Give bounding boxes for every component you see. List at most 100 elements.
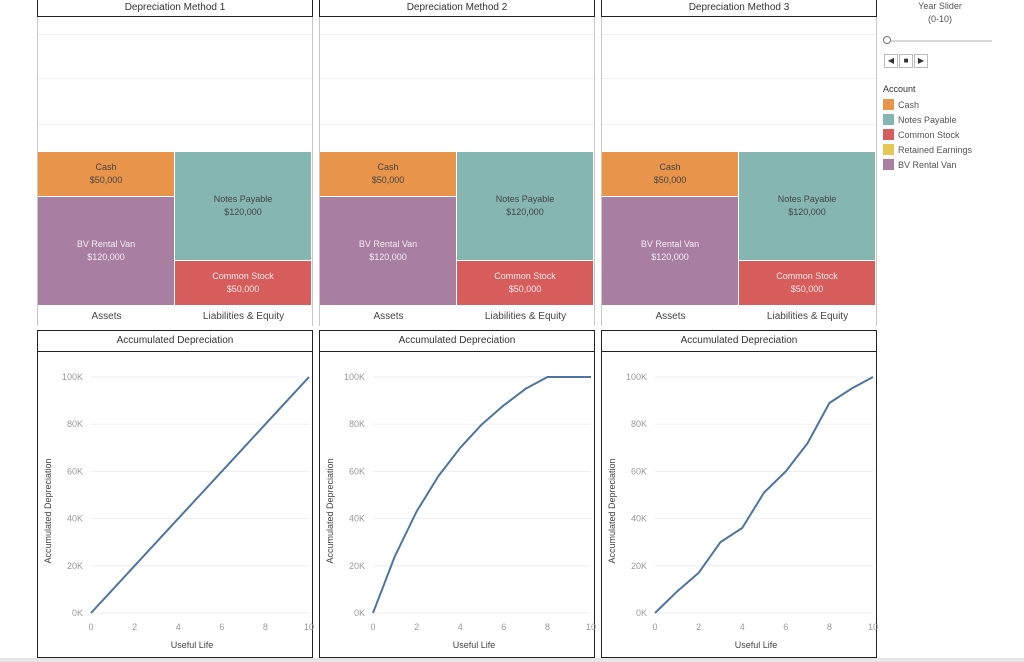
account-legend: Account Cash Notes Payable Common Stock … (883, 84, 972, 172)
y-axis-label: Accumulated Depreciation (325, 458, 335, 563)
y-tick-label: 20K (67, 561, 83, 571)
x-tick-label: 4 (458, 622, 463, 632)
x-axis-label: Useful Life (735, 640, 778, 650)
legend-item-retained-earnings[interactable]: Retained Earnings (883, 142, 972, 157)
legend-label: Cash (898, 99, 920, 110)
legend-swatch (883, 129, 894, 140)
balance-sheet-title-1: Depreciation Method 1 (37, 0, 313, 17)
balance-sheet-frame-2 (319, 0, 595, 326)
slider-next-button[interactable]: ▶ (914, 54, 928, 68)
cash-block[interactable]: Cash $50,000 (320, 152, 457, 197)
liabilities-equity-label: Liabilities & Equity (484, 311, 567, 322)
cash-name: Cash (377, 162, 399, 172)
legend-item-common-stock[interactable]: Common Stock (883, 127, 972, 142)
y-tick-label: 0K (354, 608, 365, 618)
series-line (654, 376, 874, 614)
common-stock-block[interactable]: Common Stock $50,000 (457, 261, 594, 306)
legend-item-bv-rental-van[interactable]: BV Rental Van (883, 157, 972, 172)
cash-value: $50,000 (653, 175, 687, 185)
legend-item-cash[interactable]: Cash (883, 97, 972, 112)
assets-label: Assets (373, 311, 404, 322)
liabilities-equity-label: Liabilities & Equity (766, 311, 849, 322)
van-value: $120,000 (87, 252, 125, 262)
line-chart-3: 0K 20K 40K 60K 80K 100K 0 2 4 6 8 10 Useful Life Accu… (607, 372, 878, 650)
assets-label: Assets (91, 311, 122, 322)
x-axis-label: Useful Life (453, 640, 496, 650)
legend-label: BV Rental Van (898, 159, 957, 170)
balance-sheet-3: Cash $50,000 BV Rental Van $120,000 Note… (602, 17, 876, 327)
year-slider-handle[interactable] (883, 36, 891, 44)
balance-sheet-title-2: Depreciation Method 2 (319, 0, 595, 17)
chart-title: Accumulated Depreciation (38, 331, 312, 352)
legend-swatch (883, 159, 894, 170)
year-slider-track[interactable] (888, 40, 992, 42)
y-tick-label: 80K (67, 419, 83, 429)
y-axis-label: Accumulated Depreciation (607, 458, 617, 563)
series-line (90, 376, 310, 614)
line-chart-panel-3: Accumulated Depreciation 0K 20K 40K 60K 80K 1… (601, 330, 878, 658)
van-name: BV Rental Van (358, 239, 418, 249)
gridline (38, 124, 312, 125)
common-stock-block[interactable]: Common Stock $50,000 (739, 261, 876, 306)
bv-rental-van-block[interactable]: BV Rental Van $120,000 (38, 197, 175, 306)
notes-payable-block[interactable]: Notes Payable $120,000 (457, 152, 594, 261)
line-chart-panel-1: Accumulated Depreciation 0K 20K 40K 60K 80K 1… (37, 330, 314, 658)
year-slider-title-line1: Year Slider (918, 1, 962, 11)
y-tick-label: 80K (631, 419, 647, 429)
notes-name: Notes Payable (495, 194, 555, 204)
legend-label: Notes Payable (898, 114, 957, 125)
y-tick-label: 20K (349, 561, 365, 571)
y-tick-label: 100K (626, 372, 647, 382)
stock-value: $50,000 (790, 284, 824, 294)
y-tick-label: 20K (631, 561, 647, 571)
chart-title: Accumulated Depreciation (320, 331, 594, 352)
balance-sheet-2: Cash $50,000 BV Rental Van $120,000 Note… (320, 17, 594, 327)
notes-payable-block[interactable]: Notes Payable $120,000 (739, 152, 876, 261)
bv-rental-van-block[interactable]: BV Rental Van $120,000 (320, 197, 457, 306)
y-tick-label: 40K (631, 514, 647, 524)
cash-name: Cash (659, 162, 681, 172)
chart-title: Accumulated Depreciation (602, 331, 876, 352)
gridline (602, 34, 876, 35)
slider-play-button[interactable]: ■ (899, 54, 913, 68)
slider-prev-button[interactable]: ◀ (884, 54, 898, 68)
notes-value: $120,000 (788, 207, 826, 217)
x-tick-label: 0 (652, 622, 657, 632)
cash-block[interactable]: Cash $50,000 (38, 152, 175, 197)
y-tick-label: 100K (344, 372, 365, 382)
legend-title: Account (883, 84, 916, 94)
van-name: BV Rental Van (640, 239, 700, 249)
notes-value: $120,000 (224, 207, 262, 217)
common-stock-block[interactable]: Common Stock $50,000 (175, 261, 312, 306)
x-tick-label: 10 (304, 622, 314, 632)
legend-swatch (883, 144, 894, 155)
bv-rental-van-block[interactable]: BV Rental Van $120,000 (602, 197, 739, 306)
y-tick-label: 40K (349, 514, 365, 524)
x-tick-label: 10 (868, 622, 878, 632)
line-chart-panel-2: Accumulated Depreciation 0K 20K 40K 60K 80K 1… (319, 330, 596, 658)
van-value: $120,000 (651, 252, 689, 262)
y-tick-label: 60K (67, 466, 83, 476)
notes-payable-block[interactable]: Notes Payable $120,000 (175, 152, 312, 261)
y-tick-label: 40K (67, 514, 83, 524)
balance-sheet-frame-1 (37, 0, 313, 326)
cash-block[interactable]: Cash $50,000 (602, 152, 739, 197)
y-tick-label: 60K (631, 466, 647, 476)
x-tick-label: 8 (545, 622, 550, 632)
x-tick-label: 2 (132, 622, 137, 632)
legend-swatch (883, 99, 894, 110)
legend-label: Retained Earnings (898, 144, 973, 155)
stock-value: $50,000 (508, 284, 542, 294)
stock-name: Common Stock (212, 271, 274, 281)
year-slider-title-line2: (0-10) (927, 14, 952, 24)
x-tick-label: 4 (740, 622, 745, 632)
x-tick-label: 8 (263, 622, 268, 632)
cash-value: $50,000 (371, 175, 405, 185)
y-tick-label: 0K (636, 608, 647, 618)
x-tick-label: 0 (370, 622, 375, 632)
legend-item-notes-payable[interactable]: Notes Payable (883, 112, 972, 127)
y-tick-label: 100K (62, 372, 83, 382)
balance-sheet-title-3: Depreciation Method 3 (601, 0, 877, 17)
y-tick-label: 0K (72, 608, 83, 618)
notes-name: Notes Payable (213, 194, 273, 204)
